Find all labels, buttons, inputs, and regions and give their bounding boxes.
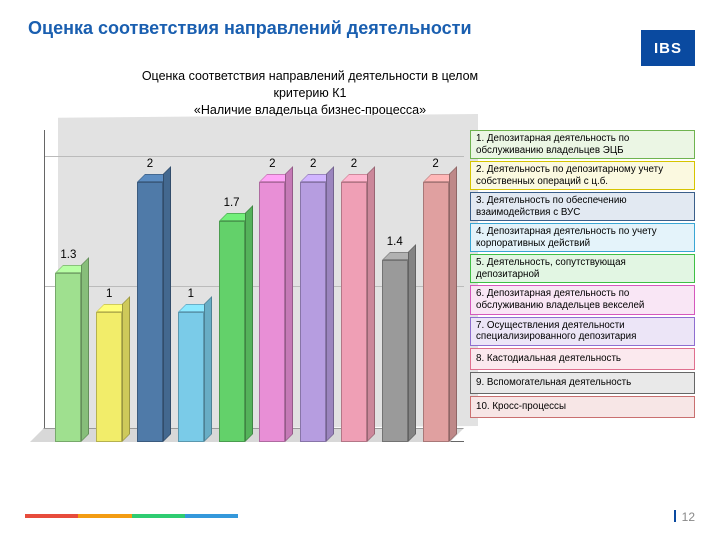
logo-text: IBS <box>654 40 682 57</box>
footer-segment <box>78 514 131 518</box>
bar: 1 <box>178 312 204 442</box>
bar-slot: 1.7 <box>219 130 249 442</box>
bar: 1.3 <box>55 273 81 442</box>
bar-slot: 2 <box>259 130 289 442</box>
bar: 2 <box>137 182 163 442</box>
bar-value-label: 1 <box>188 288 194 300</box>
bar-value-label: 2 <box>147 158 153 170</box>
bar-slot: 2 <box>341 130 371 442</box>
bar-value-label: 2 <box>432 158 438 170</box>
bars-container: 1.31211.72221.42 <box>44 130 464 442</box>
legend-item: 8. Кастодиальная деятельность <box>470 348 695 370</box>
bar-slot: 2 <box>137 130 167 442</box>
bar: 2 <box>341 182 367 442</box>
page-title: Оценка соответствия направлений деятельн… <box>28 18 472 39</box>
legend-item: 2. Деятельность по депозитарному учету с… <box>470 161 695 190</box>
bar-slot: 1.4 <box>382 130 412 442</box>
bar-value-label: 1 <box>106 288 112 300</box>
footer-segment <box>132 514 185 518</box>
page-number: 12 <box>674 510 695 524</box>
legend-item: 6. Депозитарная деятельность по обслужив… <box>470 285 695 314</box>
bar: 1.7 <box>219 221 245 442</box>
legend-item: 4. Депозитарная деятельность по учету ко… <box>470 223 695 252</box>
bar: 2 <box>423 182 449 442</box>
legend-item: 3. Деятельность по обеспечению взаимодей… <box>470 192 695 221</box>
footer-segment <box>292 514 345 518</box>
bar-value-label: 1.4 <box>387 236 403 248</box>
legend-item: 9. Вспомогательная деятельность <box>470 372 695 394</box>
legend-item: 5. Деятельность, сопутствующая депозитар… <box>470 254 695 283</box>
footer-segment <box>25 514 78 518</box>
footer-segment <box>238 514 291 518</box>
footer-segment <box>185 514 238 518</box>
bar-value-label: 2 <box>269 158 275 170</box>
bar: 1 <box>96 312 122 442</box>
bar: 2 <box>259 182 285 442</box>
bar-slot: 1.3 <box>55 130 85 442</box>
logo-ibs: IBS <box>641 30 695 66</box>
bar-value-label: 2 <box>351 158 357 170</box>
bar-value-label: 1.3 <box>60 249 76 261</box>
bar-slot: 2 <box>300 130 330 442</box>
bar-value-label: 1.7 <box>224 197 240 209</box>
bar-slot: 2 <box>423 130 453 442</box>
bar: 1.4 <box>382 260 408 442</box>
legend-item: 1. Депозитарная деятельность по обслужив… <box>470 130 695 159</box>
bar: 2 <box>300 182 326 442</box>
legend-item: 10. Кросс-процессы <box>470 396 695 418</box>
bar-value-label: 2 <box>310 158 316 170</box>
chart-subtitle: Оценка соответствия направлений деятельн… <box>130 68 490 119</box>
footer-color-bar <box>25 514 345 518</box>
legend: 1. Депозитарная деятельность по обслужив… <box>470 130 695 418</box>
legend-item: 7. Осуществления деятельности специализи… <box>470 317 695 346</box>
bar-chart: 1.31211.72221.42 <box>30 130 500 460</box>
bar-slot: 1 <box>96 130 126 442</box>
bar-slot: 1 <box>178 130 208 442</box>
